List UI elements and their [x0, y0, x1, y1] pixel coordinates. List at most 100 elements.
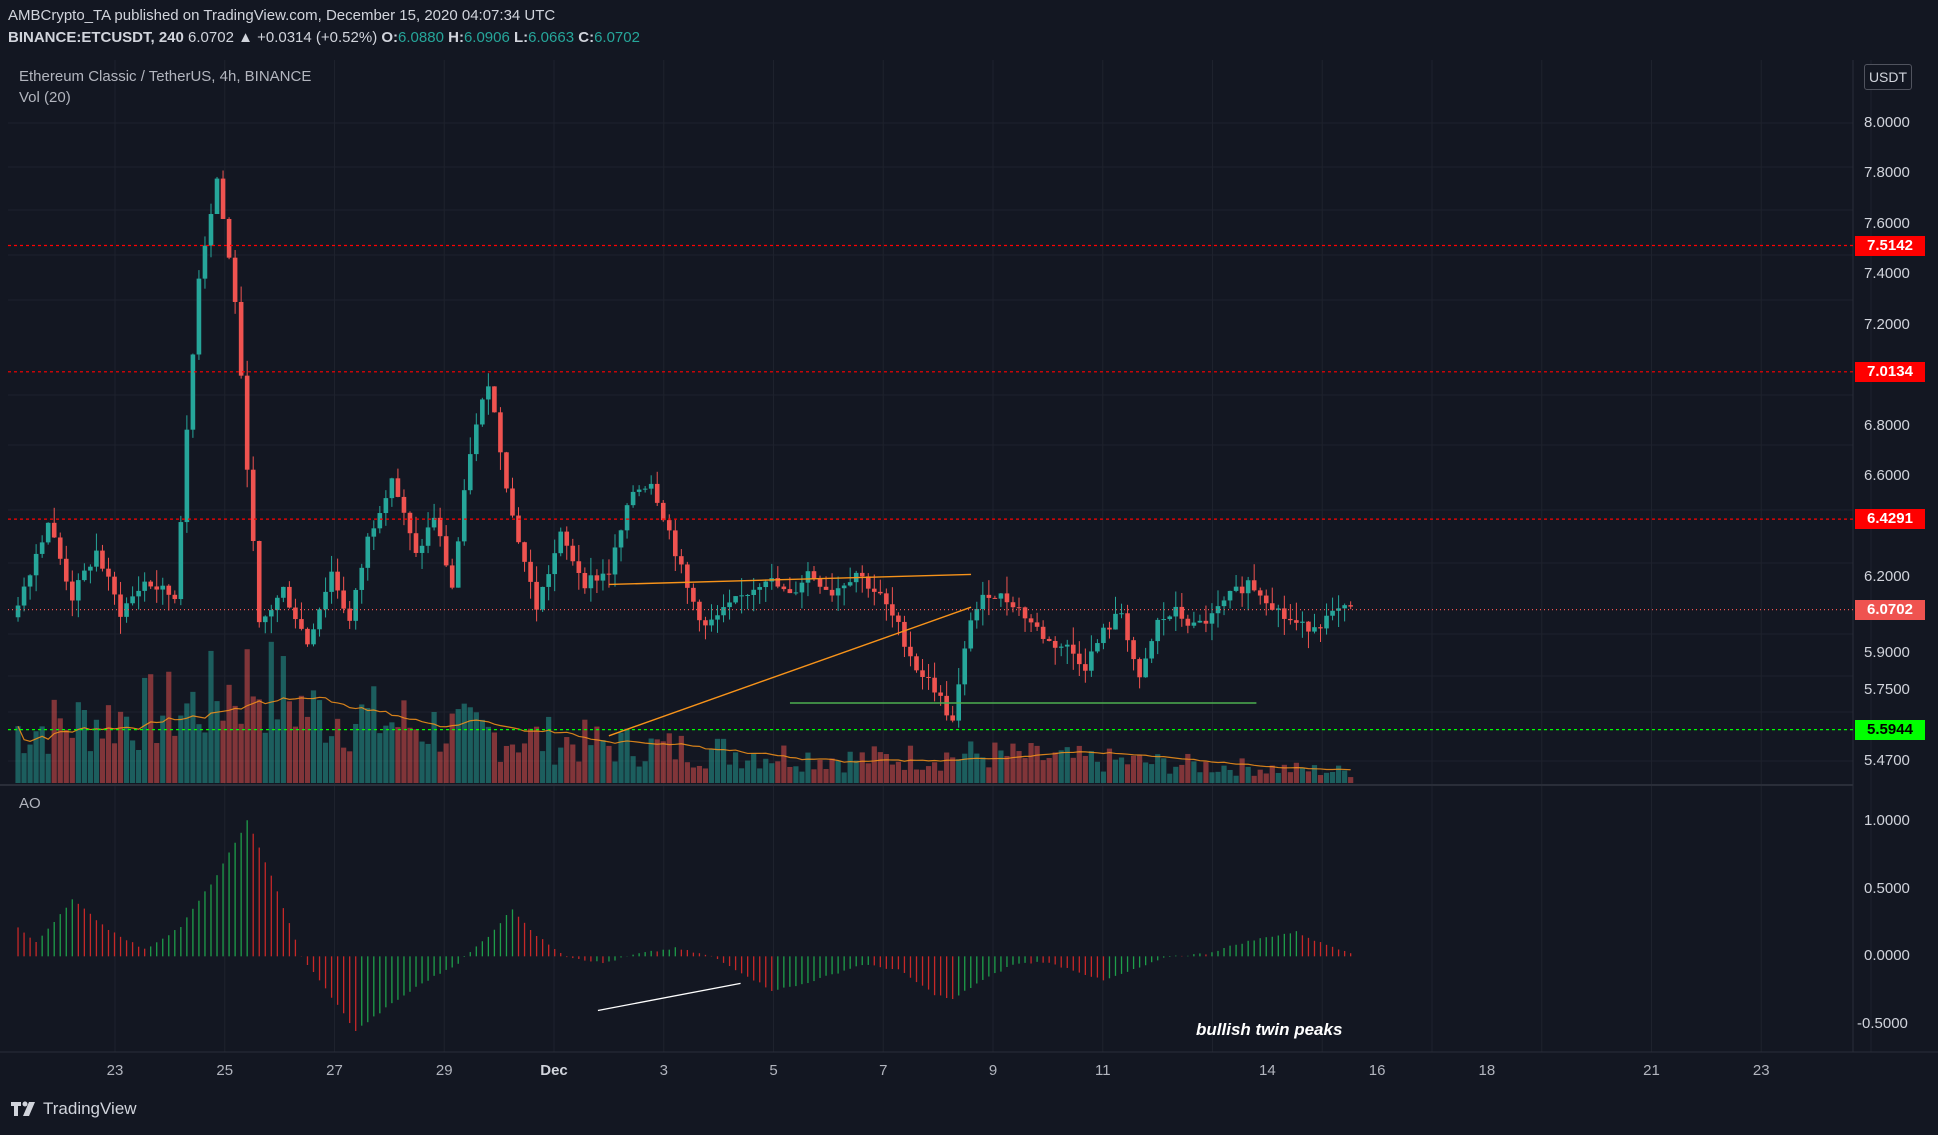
volume-bar: [1112, 759, 1119, 783]
volume-bar: [437, 751, 443, 783]
candle-body: [1022, 607, 1028, 619]
volume-bar: [895, 761, 902, 783]
volume-bar: [57, 718, 63, 783]
candle-body: [859, 572, 865, 577]
open-value: 6.0880: [398, 29, 444, 46]
candle-body: [1107, 627, 1112, 630]
ao-legend[interactable]: AO: [19, 795, 41, 812]
volume-bar: [33, 731, 39, 783]
candle-body: [612, 547, 618, 575]
candle-body: [431, 517, 437, 528]
ao-tick-label: 0.5000: [1864, 879, 1910, 897]
candle-body: [715, 615, 720, 620]
volume-bar: [1052, 752, 1058, 783]
candle-body: [1282, 608, 1287, 619]
candle-body: [986, 594, 992, 598]
volume-bar: [720, 738, 727, 783]
tradingview-logo[interactable]: TradingView: [11, 1099, 137, 1119]
volume-bar: [1137, 755, 1143, 783]
candle-body: [100, 550, 105, 569]
volume-bar: [1251, 775, 1257, 783]
volume-bar: [286, 701, 292, 783]
candle-body: [70, 581, 75, 601]
volume-bar: [491, 732, 497, 783]
volume-bar: [636, 766, 642, 783]
candle-body: [1149, 641, 1154, 659]
volume-bar: [606, 745, 612, 783]
volume-bar: [1227, 769, 1233, 783]
wedge-upper-line: [608, 573, 972, 586]
candle-body: [299, 619, 304, 629]
candle-body: [142, 581, 147, 591]
candle-body: [630, 491, 636, 506]
candle-body: [335, 571, 340, 591]
volume-bar: [660, 741, 666, 783]
volume-bar: [87, 751, 93, 783]
symbol-interval: BINANCE:ETCUSDT, 240: [8, 29, 184, 46]
price-tick-label: 7.8000: [1864, 164, 1910, 182]
volume-bar: [280, 656, 286, 783]
candle-body: [980, 594, 986, 609]
candle-body: [847, 582, 853, 586]
volume-bar: [232, 705, 238, 783]
candle-body: [1161, 619, 1167, 621]
candle-body: [974, 608, 980, 621]
volume-bar: [853, 760, 859, 783]
candle-body: [733, 596, 738, 603]
candle-body: [1191, 622, 1197, 626]
candle-body: [1306, 621, 1311, 632]
volume-bar: [1348, 777, 1354, 783]
candle-body: [1348, 605, 1353, 607]
symbol-legend[interactable]: Ethereum Classic / TetherUS, 4h, BINANCE: [19, 68, 312, 85]
candle-body: [220, 178, 226, 219]
candle-body: [1221, 600, 1227, 607]
candle-body: [353, 589, 359, 621]
candle-body: [673, 530, 678, 557]
candle-body: [962, 648, 968, 685]
volume-bar: [684, 762, 690, 783]
candle-body: [697, 601, 702, 621]
candle-body: [419, 545, 425, 553]
volume-bar: [148, 674, 154, 783]
volume-bar: [944, 752, 950, 783]
candle-body: [208, 214, 214, 246]
candle-body: [1251, 580, 1257, 591]
volume-bar: [618, 732, 624, 783]
candle-body: [196, 278, 202, 355]
volume-bar: [172, 735, 178, 783]
volume-bar: [696, 765, 703, 783]
candle-body: [516, 515, 521, 543]
volume-bar: [1058, 750, 1064, 783]
candle-body: [1095, 643, 1100, 652]
candle-body: [1083, 664, 1088, 671]
volume-bar: [1046, 757, 1052, 783]
candle-body: [1070, 644, 1076, 654]
volume-legend[interactable]: Vol (20): [19, 89, 71, 106]
volume-bar: [1088, 751, 1094, 783]
candle-body: [317, 609, 322, 630]
candle-body: [588, 575, 594, 589]
candle-body: [654, 483, 660, 503]
volume-bar: [793, 766, 799, 783]
volume-bar: [1004, 755, 1010, 783]
candle-body: [148, 581, 153, 587]
candle-body: [835, 588, 841, 596]
volume-bar: [998, 750, 1004, 783]
candle-body: [1028, 618, 1034, 623]
volume-bar: [968, 741, 974, 783]
candle-body: [1215, 606, 1221, 614]
volume-bar: [672, 759, 678, 783]
ao-histogram: [17, 820, 1352, 1032]
volume-bar: [1118, 757, 1125, 783]
candle-body: [63, 558, 69, 582]
volume-bar: [298, 695, 305, 783]
volume-bar: [111, 743, 118, 783]
currency-button[interactable]: USDT: [1864, 64, 1912, 90]
candle-body: [564, 531, 570, 546]
volume-bar: [461, 703, 467, 783]
price-tick-label: 7.4000: [1864, 265, 1910, 283]
candle-body: [1197, 620, 1203, 623]
price-tick-label: 7.2000: [1864, 315, 1910, 333]
